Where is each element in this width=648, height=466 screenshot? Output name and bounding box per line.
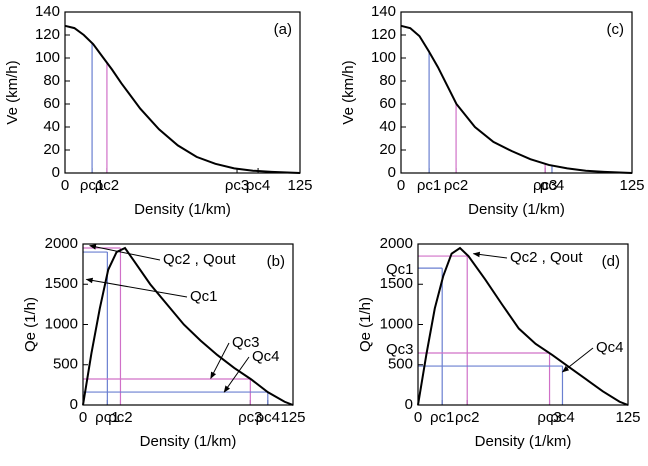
x-tick-label: 0: [414, 409, 422, 426]
y-tick-label: 20: [43, 141, 60, 158]
x-axis-label: Density (1/km): [468, 201, 565, 218]
x-tick-label: ρc1: [430, 409, 454, 426]
y-tick-label: 100: [371, 49, 396, 66]
plot-frame: [82, 243, 294, 406]
x-axis-label: Density (1/km): [134, 201, 231, 218]
y-axis-label: Ve (km/h): [4, 60, 21, 124]
y-tick-label: 120: [371, 26, 396, 43]
y-tick-label: 100: [35, 49, 60, 66]
x-tick-label: ρc3: [533, 177, 557, 194]
x-tick-label: ρc3: [225, 177, 249, 194]
plot-frame: [417, 243, 629, 406]
y-tick-label: 1000: [45, 315, 78, 332]
x-tick-label: ρc2: [444, 177, 468, 194]
y-axis-label: Ve (km/h): [340, 60, 357, 124]
y-axis-label: Qe (1/h): [22, 297, 39, 352]
x-tick-label: ρc3: [537, 409, 561, 426]
x-tick-label: 0: [61, 177, 69, 194]
annotation: Qc1: [190, 288, 218, 305]
x-tick-label: 0: [397, 177, 405, 194]
panel-label: (c): [607, 21, 625, 38]
annotation-arrow: [561, 347, 594, 373]
annotation: Qc1: [386, 261, 414, 278]
x-tick-label: ρc1: [95, 409, 119, 426]
x-tick-label: ρc1: [417, 177, 441, 194]
annotation: Qc2 , Qout: [510, 249, 583, 266]
y-tick-label: 0: [388, 164, 396, 181]
y-tick-label: 120: [35, 26, 60, 43]
y-tick-label: 1500: [380, 275, 413, 292]
annotation-arrow: [472, 251, 508, 259]
annotation: Qc4: [596, 339, 624, 356]
y-tick-label: 500: [388, 356, 413, 373]
y-tick-label: 80: [379, 72, 396, 89]
y-tick-label: 40: [43, 118, 60, 135]
curve: [64, 24, 301, 174]
x-tick-label: 125: [619, 177, 644, 194]
y-tick-label: 40: [379, 118, 396, 135]
x-tick-label: ρc3: [238, 409, 262, 426]
x-tick-label: 125: [287, 177, 312, 194]
y-axis-label: Qe (1/h): [357, 297, 374, 352]
x-tick-label: 125: [280, 409, 305, 426]
y-tick-label: 2000: [380, 235, 413, 252]
x-tick-label: ρc4: [246, 177, 270, 194]
y-tick-label: 1500: [45, 275, 78, 292]
x-tick-label: ρc2: [108, 409, 132, 426]
x-tick-label: ρc4: [550, 409, 574, 426]
x-tick-label: ρc4: [540, 177, 564, 194]
annotation-arrow: [89, 244, 161, 261]
y-tick-label: 0: [70, 396, 78, 413]
curve: [400, 24, 633, 174]
panel-label: (d): [602, 253, 620, 270]
y-tick-label: 1000: [380, 315, 413, 332]
panel-label: (b): [267, 253, 285, 270]
curve: [417, 246, 629, 406]
annotation: Qc3: [386, 341, 414, 358]
y-tick-label: 0: [405, 396, 413, 413]
y-tick-label: 20: [379, 141, 396, 158]
y-tick-label: 140: [35, 3, 60, 20]
x-axis-label: Density (1/km): [475, 433, 572, 450]
annotation: Qc3: [232, 334, 260, 351]
y-tick-label: 500: [53, 356, 78, 373]
plot-frame: [64, 11, 301, 174]
y-tick-label: 60: [43, 95, 60, 112]
y-tick-label: 2000: [45, 235, 78, 252]
x-tick-label: 0: [79, 409, 87, 426]
curve: [82, 246, 294, 406]
y-tick-label: 140: [371, 3, 396, 20]
annotation-arrow: [85, 277, 188, 298]
x-tick-label: ρc2: [455, 409, 479, 426]
panel-label: (a): [274, 21, 292, 38]
plot-frame: [400, 11, 633, 174]
y-tick-label: 0: [52, 164, 60, 181]
annotation: Qc4: [252, 348, 280, 365]
x-tick-label: ρc1: [80, 177, 104, 194]
x-tick-label: 125: [615, 409, 640, 426]
x-axis-label: Density (1/km): [140, 433, 237, 450]
x-tick-label: ρc4: [256, 409, 280, 426]
y-tick-label: 80: [43, 72, 60, 89]
y-tick-label: 60: [379, 95, 396, 112]
x-tick-label: ρc2: [95, 177, 119, 194]
annotation-arrow: [223, 356, 250, 393]
annotation: Qc2 , Qout: [163, 251, 236, 268]
annotation-arrow: [210, 342, 230, 380]
